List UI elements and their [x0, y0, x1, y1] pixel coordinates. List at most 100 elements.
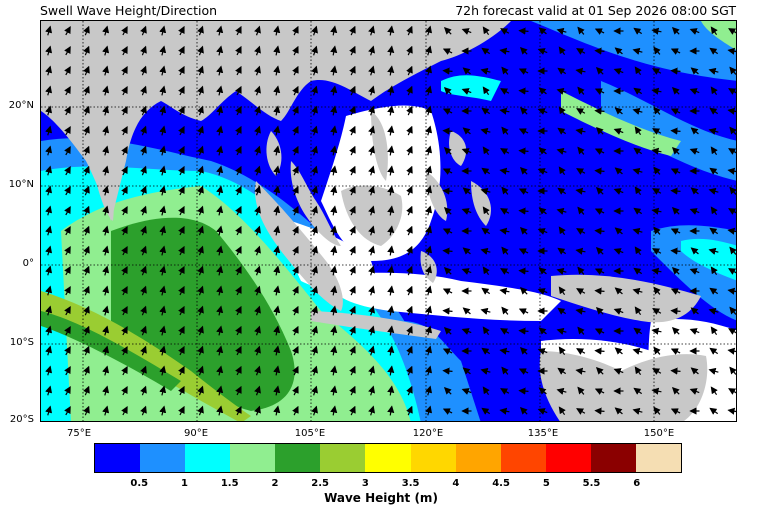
- swell-arrow: [368, 305, 376, 316]
- swell-arrow: [121, 185, 128, 196]
- swell-arrow: [235, 345, 242, 356]
- swell-arrow: [443, 266, 452, 275]
- swell-arrow: [235, 265, 242, 276]
- swell-arrow: [387, 345, 395, 356]
- swell-arrow: [254, 345, 261, 356]
- swell-arrow: [425, 185, 433, 196]
- swell-arrow: [387, 225, 395, 236]
- swell-arrow: [140, 65, 147, 76]
- swell-arrow: [652, 188, 662, 195]
- swell-arrow: [709, 407, 719, 415]
- swell-arrow: [556, 207, 567, 215]
- swell-arrow: [425, 145, 433, 156]
- swell-arrow: [178, 85, 185, 96]
- swell-arrow: [671, 146, 680, 155]
- swell-arrow: [121, 365, 128, 376]
- swell-arrow: [595, 126, 604, 135]
- swell-arrow: [121, 225, 128, 236]
- swell-arrow: [425, 385, 433, 396]
- swell-arrow: [273, 65, 281, 76]
- colorbar-swatch: [185, 444, 231, 472]
- swell-arrow: [670, 187, 681, 195]
- swell-arrow: [254, 245, 261, 256]
- swell-arrow: [670, 67, 681, 75]
- colorbar-swatch: [230, 444, 276, 472]
- swell-arrow: [64, 386, 71, 396]
- swell-arrow: [64, 86, 71, 96]
- swell-arrow: [64, 346, 71, 356]
- swell-arrow: [178, 385, 185, 396]
- swell-arrow: [689, 28, 700, 35]
- swell-arrow: [519, 46, 528, 55]
- swell-arrow: [652, 68, 662, 75]
- swell-arrow: [594, 208, 605, 215]
- swell-arrow: [653, 286, 661, 295]
- swell-arrow: [729, 246, 736, 255]
- swell-arrow: [406, 365, 413, 376]
- swell-arrow: [577, 146, 585, 155]
- swell-arrow: [406, 245, 413, 256]
- swell-arrow: [614, 227, 623, 235]
- swell-arrow: [235, 245, 242, 256]
- swell-arrow: [349, 365, 356, 376]
- swell-arrow: [387, 125, 395, 136]
- swell-arrow: [178, 405, 185, 416]
- swell-arrow: [311, 285, 318, 296]
- swell-arrow: [292, 405, 299, 416]
- swell-arrow: [140, 25, 147, 36]
- swell-arrow: [577, 386, 585, 395]
- swell-arrow: [254, 405, 261, 416]
- swell-arrow: [216, 105, 224, 116]
- swell-arrow: [442, 168, 453, 175]
- lon-label-105e: 105°E: [294, 428, 326, 439]
- swell-arrow: [575, 127, 586, 135]
- swell-arrow: [349, 305, 356, 316]
- colorbar-tick-label: 1.5: [220, 478, 239, 489]
- swell-arrow: [406, 25, 413, 36]
- swell-arrow: [442, 307, 453, 315]
- swell-arrow: [518, 308, 529, 315]
- swell-arrow: [45, 125, 53, 136]
- swell-arrow: [501, 126, 509, 135]
- swell-arrow: [311, 125, 318, 136]
- swell-arrow: [499, 287, 510, 295]
- colorbar-tick-label: 6: [633, 478, 641, 489]
- swell-arrow: [442, 408, 453, 415]
- swell-arrow: [216, 25, 224, 36]
- swell-arrow: [159, 325, 167, 336]
- lon-label-75e: 75°E: [66, 428, 92, 439]
- swell-arrow: [140, 85, 147, 96]
- swell-arrow: [83, 145, 90, 156]
- swell-arrow: [140, 145, 147, 156]
- swell-arrow: [728, 208, 736, 215]
- swell-arrow: [216, 385, 224, 396]
- swell-arrow: [235, 385, 242, 396]
- swell-arrow: [140, 305, 147, 316]
- swell-arrow: [102, 165, 110, 176]
- swell-arrow: [558, 166, 566, 176]
- swell-arrow: [632, 407, 643, 415]
- swell-arrow: [311, 185, 318, 196]
- colorbar-swatch: [635, 444, 682, 472]
- swell-arrow: [710, 266, 718, 276]
- swell-arrow: [482, 326, 490, 336]
- swell-arrow: [425, 285, 433, 296]
- swell-arrow: [368, 365, 376, 376]
- swell-arrow: [254, 25, 261, 36]
- swell-arrow: [387, 365, 395, 376]
- swell-arrow: [594, 167, 605, 175]
- swell-arrow: [500, 268, 510, 275]
- swell-arrow: [728, 28, 736, 35]
- swell-arrow: [558, 46, 566, 56]
- swell-arrow: [556, 327, 567, 335]
- swell-arrow: [159, 185, 167, 196]
- swell-arrow: [273, 405, 281, 416]
- swell-arrow: [178, 25, 185, 36]
- swell-arrow: [216, 65, 224, 76]
- swell-arrow: [709, 227, 719, 235]
- swell-arrow: [349, 265, 356, 276]
- swell-arrow: [349, 25, 356, 36]
- swell-arrow: [311, 365, 318, 376]
- swell-arrow: [594, 47, 605, 55]
- swell-arrow: [349, 385, 356, 396]
